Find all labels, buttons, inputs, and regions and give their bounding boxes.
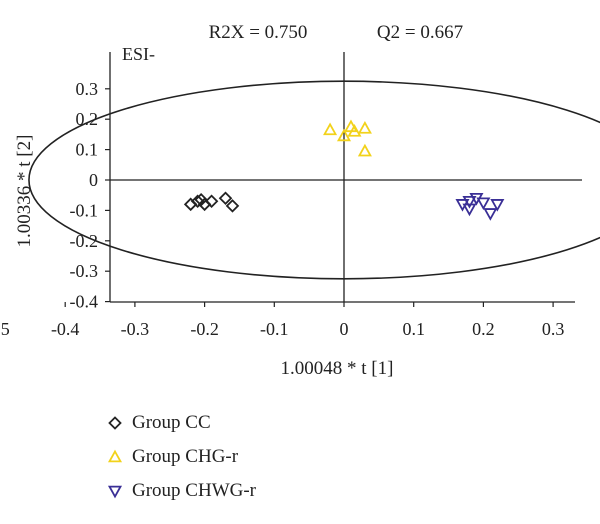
y-tick-label: -0.1 bbox=[70, 200, 99, 220]
group-chg-r-point bbox=[323, 122, 338, 136]
x-tick-label: 0 bbox=[340, 319, 349, 339]
ionization-mode-label: ESI- bbox=[122, 44, 155, 64]
legend-item-group-chwg-r: Group CHWG-r bbox=[104, 474, 256, 508]
group-chg-r-point bbox=[357, 143, 372, 157]
legend-label: Group CHG-r bbox=[132, 446, 239, 467]
confidence-ellipse bbox=[28, 80, 600, 280]
group-cc-point bbox=[190, 194, 205, 209]
x-tick-label: 0.1 bbox=[402, 319, 425, 339]
legend-label: Group CC bbox=[132, 412, 211, 433]
r2x-stat: R2X = 0.750 bbox=[209, 22, 308, 43]
group-chwg-r-point bbox=[476, 197, 491, 211]
group-cc-point bbox=[218, 191, 233, 206]
x-tick-label: -0.2 bbox=[190, 319, 219, 339]
x-tick-label: -0.4 bbox=[51, 319, 80, 339]
legend: Group CC Group CHG-r Group CHWG-r bbox=[104, 406, 256, 508]
group-chg-r-point bbox=[357, 120, 372, 134]
legend-marker bbox=[107, 449, 123, 463]
y-tick-label: -0.3 bbox=[70, 261, 99, 281]
score-plot: R2X = 0.750 Q2 = 0.667 ESI- -0.5 -0.4 -0.3… bbox=[0, 22, 600, 379]
x-tick-label: 0.2 bbox=[472, 319, 495, 339]
group-chg-r-point bbox=[347, 124, 362, 137]
group-chwg-r-point bbox=[462, 203, 477, 217]
legend-item-group-chg-r: Group CHG-r bbox=[104, 440, 256, 474]
confidence-ellipse-layer bbox=[28, 80, 600, 280]
legend-marker bbox=[108, 416, 122, 430]
diamond-marker-icon bbox=[108, 416, 122, 430]
y-tick-label: 0.2 bbox=[76, 109, 99, 129]
triangle-up-marker-icon bbox=[107, 449, 123, 463]
group-chwg-r-point bbox=[483, 208, 498, 221]
x-tick-label: 0.3 bbox=[542, 319, 565, 339]
legend-label: Group CHWG-r bbox=[132, 480, 257, 501]
x-tick-label: -0.5 bbox=[0, 319, 10, 339]
x-axis-label: 1.00048 * t [1] bbox=[281, 358, 394, 379]
x-axis-ticks: -0.5-0.4-0.3-0.2-0.100.10.20.30.4 bbox=[0, 302, 565, 339]
group-cc-point bbox=[225, 199, 240, 213]
q2-stat: Q2 = 0.667 bbox=[377, 22, 463, 43]
data-points bbox=[183, 119, 505, 221]
axes bbox=[109, 52, 582, 303]
y-tick-label: 0.3 bbox=[76, 79, 99, 99]
group-cc-point bbox=[204, 194, 219, 209]
y-axis-ticks: 0.3 0.2 0.1 0 -0.1 -0.2 -0.3 -0.4 bbox=[70, 79, 110, 312]
legend-item-group-cc: Group CC bbox=[104, 406, 256, 440]
y-tick-label: 0 bbox=[89, 170, 98, 190]
y-tick-label: 0.1 bbox=[76, 140, 99, 160]
triangle-down-marker-icon bbox=[107, 485, 123, 499]
group-chwg-r-point bbox=[462, 195, 477, 209]
x-tick-label: -0.3 bbox=[121, 319, 150, 339]
y-axis-label: 1.00336 * t [2] bbox=[14, 135, 35, 248]
y-tick-label: -0.4 bbox=[70, 292, 99, 312]
group-cc-point bbox=[194, 192, 208, 207]
group-chg-r-point bbox=[336, 128, 352, 142]
group-chwg-r-point bbox=[490, 199, 505, 212]
legend-marker bbox=[107, 485, 123, 499]
x-tick-label: -0.1 bbox=[260, 319, 289, 339]
y-tick-label: -0.2 bbox=[70, 231, 99, 251]
